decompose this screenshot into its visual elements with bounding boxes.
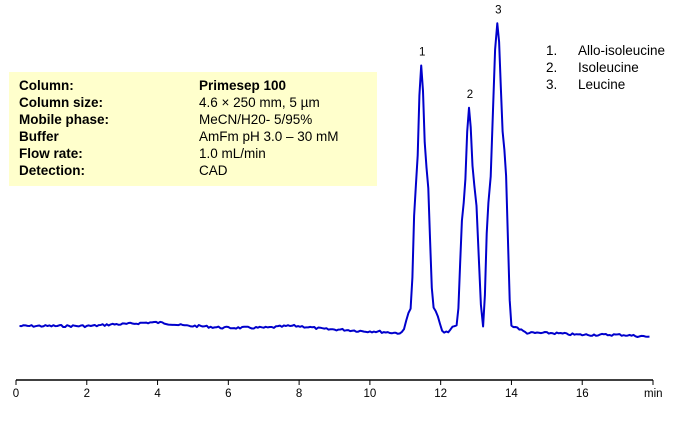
legend-compound: Isoleucine — [578, 60, 639, 75]
x-axis: 0 2 4 6 8 10 12 14 16 min — [13, 379, 663, 400]
condition-value: 1.0 mL/min — [199, 146, 266, 161]
legend-number: 2. — [546, 60, 558, 75]
condition-row-column-size: Column size: 4.6 × 250 mm, 5 µm — [19, 94, 320, 111]
peak-labels: 1 2 3 — [419, 4, 501, 100]
peak-label: 3 — [495, 4, 501, 16]
condition-value: MeCN/H20- 5/95% — [199, 112, 313, 127]
conditions-box: Column: Primesep 100 Column size: 4.6 × … — [9, 72, 377, 186]
x-tick-label: 2 — [84, 388, 90, 400]
legend-number: 1. — [546, 43, 558, 58]
condition-value: AmFm pH 3.0 – 30 mM — [199, 129, 339, 144]
peak-label: 1 — [419, 47, 425, 59]
condition-label: Column: — [19, 78, 74, 93]
x-tick-label: 10 — [363, 388, 376, 400]
condition-row-column: Column: Primesep 100 — [19, 77, 286, 94]
x-tick-label: 16 — [576, 388, 589, 400]
condition-value: CAD — [199, 163, 228, 178]
legend-compound: Leucine — [578, 77, 626, 92]
legend-number: 3. — [546, 77, 558, 92]
condition-label: Buffer — [19, 129, 59, 144]
x-tick-label: 6 — [225, 388, 231, 400]
condition-row-mobile-phase: Mobile phase: MeCN/H20- 5/95% — [19, 111, 312, 128]
condition-value: 4.6 × 250 mm, 5 µm — [199, 95, 320, 110]
x-tick-label: min — [644, 388, 663, 400]
condition-row-detection: Detection: CAD — [19, 162, 228, 179]
condition-label: Column size: — [19, 95, 104, 110]
x-tick-label: 0 — [13, 388, 19, 400]
x-tick-label: 12 — [434, 388, 447, 400]
condition-label: Mobile phase: — [19, 112, 110, 127]
condition-row-buffer: Buffer AmFm pH 3.0 – 30 mM — [19, 128, 339, 145]
x-tick-label: 14 — [505, 388, 518, 400]
condition-row-flow-rate: Flow rate: 1.0 mL/min — [19, 145, 266, 162]
chromatogram-trace — [19, 22, 650, 338]
legend-compound: Allo-isoleucine — [578, 43, 666, 58]
condition-value: Primesep 100 — [199, 78, 287, 93]
x-tick-label: 4 — [154, 388, 161, 400]
condition-label: Detection: — [19, 163, 86, 178]
peak-label: 2 — [467, 89, 473, 101]
condition-label: Flow rate: — [19, 146, 83, 161]
x-tick-label: 8 — [296, 388, 302, 400]
